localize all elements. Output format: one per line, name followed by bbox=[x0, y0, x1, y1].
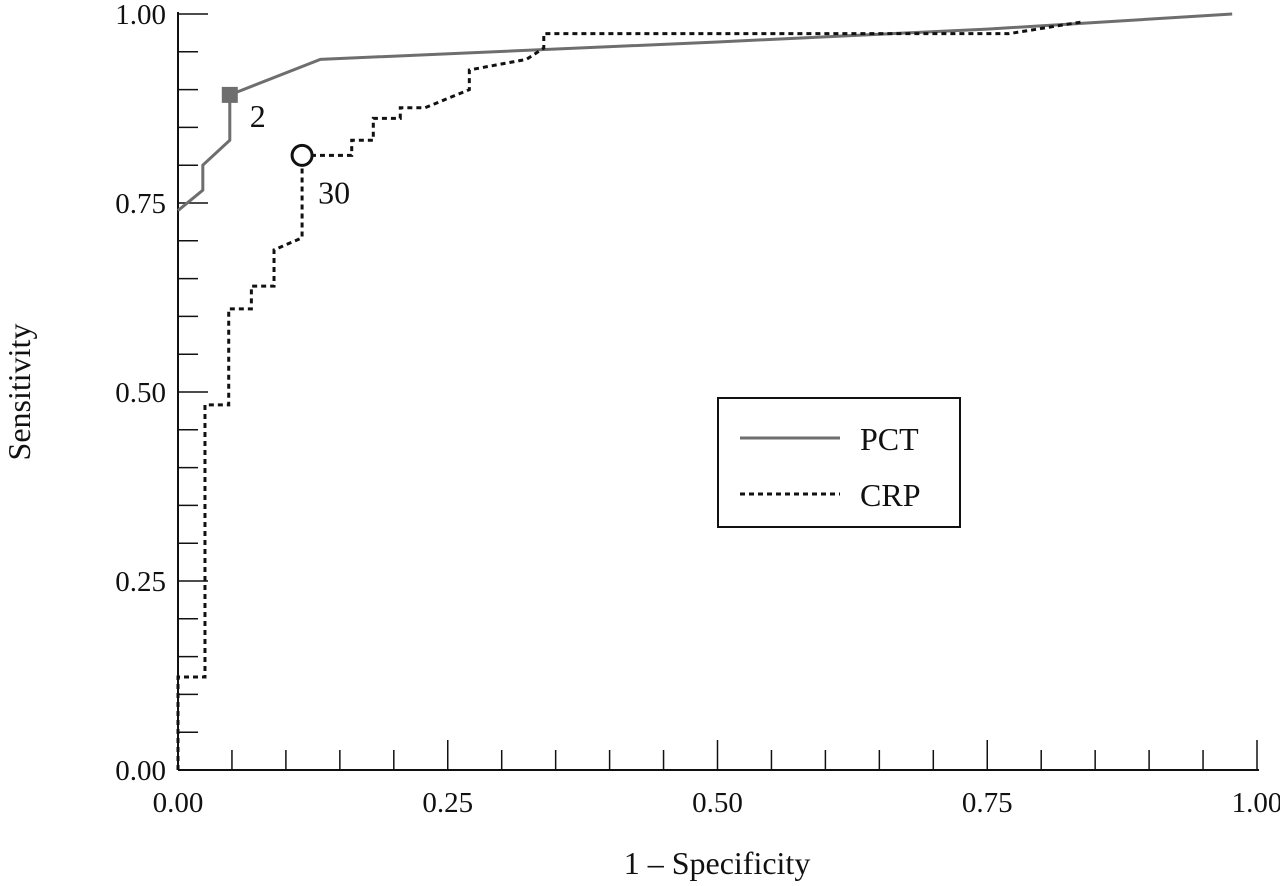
y-tick-label: 0.25 bbox=[115, 566, 166, 598]
x-tick-label: 0.50 bbox=[692, 787, 743, 819]
x-tick-label: 0.00 bbox=[153, 787, 204, 819]
y-axis-title: Sensitivity bbox=[1, 324, 37, 461]
x-axis-title: 1 – Specificity bbox=[624, 845, 811, 881]
x-tick-label: 1.00 bbox=[1232, 787, 1280, 819]
y-tick-label: 0.50 bbox=[115, 377, 166, 409]
x-tick-label: 0.75 bbox=[962, 787, 1013, 819]
axes: 0.00 0.25 0.50 0.75 1.00 0.00 0.25 0.50 0.75 1.00 bbox=[115, 0, 1280, 819]
legend: PCT CRP bbox=[717, 397, 961, 528]
legend-box bbox=[717, 397, 961, 528]
series-line-crp bbox=[176, 20, 1085, 770]
y-tick-label: 0.00 bbox=[115, 755, 166, 787]
marker-label-pct: 2 bbox=[250, 98, 266, 134]
marker-label-crp: 30 bbox=[318, 174, 350, 210]
marker-square-pct bbox=[221, 86, 238, 103]
marker-circle-crp bbox=[290, 143, 314, 167]
y-tick-label: 1.00 bbox=[115, 0, 166, 31]
y-tick-label: 0.75 bbox=[115, 188, 166, 220]
x-tick-label: 0.25 bbox=[422, 787, 473, 819]
legend-label-pct: PCT bbox=[860, 421, 919, 457]
series-layer: 2 30 bbox=[176, 12, 1233, 770]
legend-label-crp: CRP bbox=[860, 477, 920, 513]
